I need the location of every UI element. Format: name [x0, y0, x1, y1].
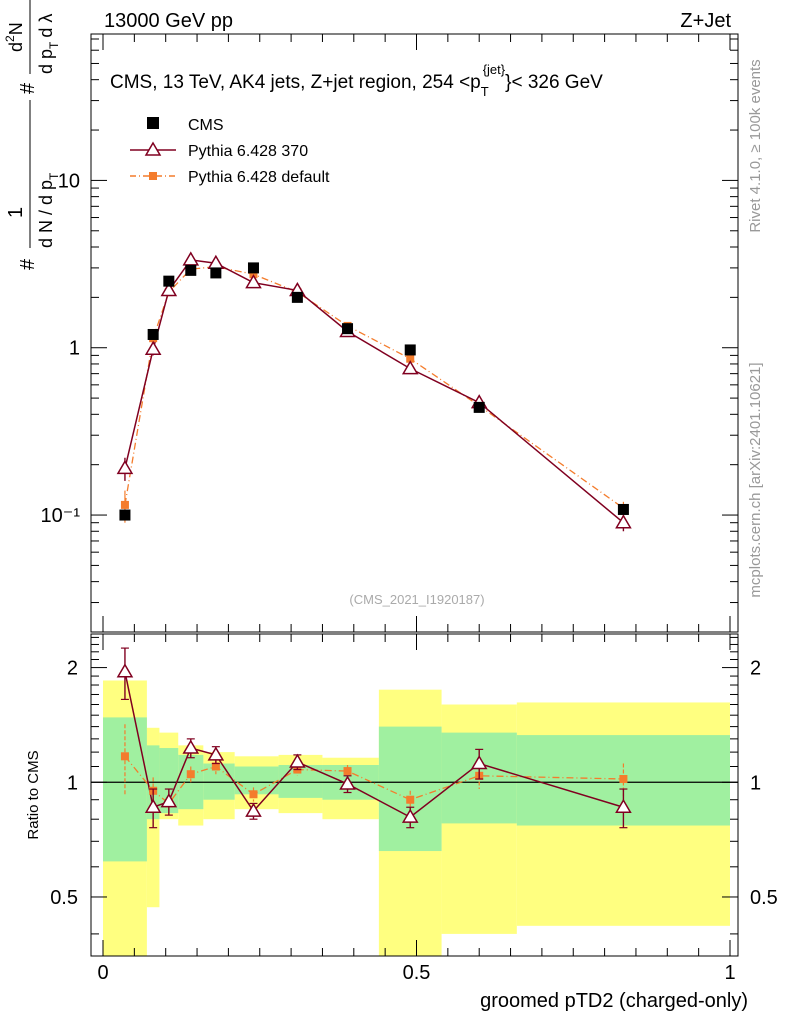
- ylabel-numerator-one: 1: [5, 207, 27, 218]
- plot-title-subscript: T: [481, 84, 489, 99]
- x-tick-label: 1: [724, 962, 735, 984]
- ratio-y-tick-label-left: 2: [67, 658, 78, 680]
- x-tick-label: 0: [97, 962, 108, 984]
- pythia-default-point: [406, 354, 415, 363]
- cms-data-point: [185, 264, 197, 276]
- pythia370-point: [116, 459, 134, 475]
- y-tick-label: 10: [58, 170, 80, 192]
- x-tick-label: 0.5: [403, 962, 431, 984]
- svg-text:#: #: [17, 82, 39, 94]
- ratio-pythia-default-point: [406, 795, 415, 804]
- svg-text:d pTd λ: d pTd λ: [36, 14, 61, 74]
- ratio-y-axis-label: Ratio to CMS: [25, 750, 42, 839]
- ylabel-n: N: [6, 22, 26, 35]
- main-axis-ticks: 10 1 10⁻¹: [41, 34, 738, 633]
- cms-data-point: [210, 267, 222, 279]
- ylabel-hash-1: #: [17, 258, 39, 270]
- ratio-panel-frame: [90, 633, 739, 957]
- cms-data-point: [473, 401, 485, 413]
- y-tick-label: 10⁻¹: [41, 505, 81, 527]
- ratio-y-tick-label-right: 2: [750, 658, 761, 680]
- ylabel-denominator-1: d N / d p: [36, 180, 56, 248]
- ylabel-exponent: 2: [3, 35, 17, 42]
- ratio-pythia370-point: [470, 755, 488, 770]
- ratio-band-inner: [234, 766, 279, 795]
- svg-text:1: 1: [5, 207, 27, 218]
- ratio-pythia-default-point: [186, 770, 195, 779]
- ratio-pythia370-point: [182, 739, 200, 754]
- x-axis-label: groomed pTD2 (charged-only): [480, 990, 748, 1012]
- ratio-pythia370-point: [207, 746, 225, 761]
- legend-marker-pythia370: [144, 141, 162, 156]
- cms-data-point: [617, 503, 629, 515]
- ylabel-denominator-2: d p: [36, 49, 56, 74]
- ratio-pythia-default-point: [211, 762, 220, 771]
- ylabel-dlambda: d λ: [36, 14, 56, 38]
- ratio-y-tick-label-right: 0.5: [750, 887, 778, 909]
- ratio-pythia370-point: [144, 798, 162, 813]
- rivet-version-label: Rivet 4.1.0, ≥ 100k events: [747, 59, 764, 232]
- legend-label-pythia-default: Pythia 6.428 default: [188, 169, 330, 186]
- main-series-layer: [116, 251, 632, 532]
- ratio-pythia-default-point: [343, 767, 352, 776]
- analysis-id-label: (CMS_2021_I1920187): [349, 592, 484, 607]
- ratio-pythia370-point: [615, 798, 632, 813]
- ratio-uncertainty-bands: [91, 680, 738, 956]
- main-panel-frame: [90, 33, 739, 633]
- ratio-pythia370-point: [339, 775, 356, 790]
- ratio-pythia370-point: [160, 793, 178, 808]
- ratio-y-tick-label-right: 1: [750, 772, 761, 794]
- plot-title: CMS, 13 TeV, AK4 jets, Z+jet region, 254…: [110, 62, 603, 99]
- pythia-default-point: [120, 500, 129, 509]
- ratio-pythia-default-point: [120, 752, 129, 761]
- header-energy-label: 13000 GeV pp: [104, 10, 233, 32]
- ylabel-denominator-1-sub: T: [47, 172, 61, 180]
- svg-text:d2N: d2N: [3, 22, 26, 52]
- ratio-y-tick-label-left: 0.5: [50, 887, 78, 909]
- plot-title-superscript: {jet}: [483, 62, 506, 77]
- cms-data-point: [163, 275, 175, 287]
- ylabel-denominator-2-sub: T: [47, 41, 61, 49]
- ratio-series-layer: [116, 647, 632, 829]
- y-tick-label: 1: [69, 338, 80, 360]
- ratio-pythia370-point: [401, 808, 419, 823]
- ratio-band-inner: [378, 726, 442, 852]
- legend-marker-cms: [147, 117, 159, 129]
- pythia370-point: [401, 360, 419, 375]
- cms-data-point: [147, 328, 159, 340]
- header-process-label: Z+Jet: [680, 10, 731, 32]
- ratio-pythia370-point: [116, 663, 134, 678]
- cms-data-point: [342, 323, 354, 335]
- mcplots-source-label: mcplots.cern.ch [arXiv:2401.10621]: [747, 362, 764, 597]
- ratio-pythia-default-point: [619, 775, 628, 784]
- pythia370-point: [182, 251, 200, 266]
- legend-marker-pythia-default: [149, 172, 157, 180]
- pythia370-point: [160, 281, 178, 297]
- pythia370-line: [124, 259, 624, 524]
- ylabel-d: d: [6, 42, 26, 52]
- ratio-axis-ticks: 2 2 1 1 0.5 0.5 0 0.5 1: [50, 634, 778, 984]
- svg-text:d N / d pT: d N / d pT: [36, 172, 61, 248]
- ratio-y-tick-label-left: 1: [67, 772, 78, 794]
- legend-label-pythia370: Pythia 6.428 370: [188, 143, 308, 160]
- pythia370-point: [615, 514, 632, 529]
- ratio-pythia-default-point: [249, 790, 258, 799]
- pythia370-point: [245, 274, 262, 289]
- legend-label-cms: CMS: [188, 117, 224, 134]
- legend: CMS Pythia 6.428 370 Pythia 6.428 defaul…: [130, 117, 330, 186]
- main-y-axis-label: # 1 d N / d pT # d2N d pTd λ: [3, 0, 61, 270]
- cms-data-point: [404, 344, 416, 356]
- cms-data-point: [291, 291, 303, 303]
- ratio-pythia370-point: [289, 753, 306, 768]
- pythia-default-line: [124, 266, 624, 509]
- ylabel-hash-2: #: [17, 82, 39, 94]
- cms-data-point: [247, 262, 259, 274]
- svg-text:#: #: [17, 258, 39, 270]
- plot-title-suffix: }< 326 GeV: [505, 72, 603, 93]
- plot-title-prefix: CMS, 13 TeV, AK4 jets, Z+jet region, 254…: [110, 72, 481, 93]
- pythia370-point: [144, 340, 162, 355]
- cms-data-point: [119, 509, 131, 521]
- ratio-pythia370-point: [245, 802, 262, 817]
